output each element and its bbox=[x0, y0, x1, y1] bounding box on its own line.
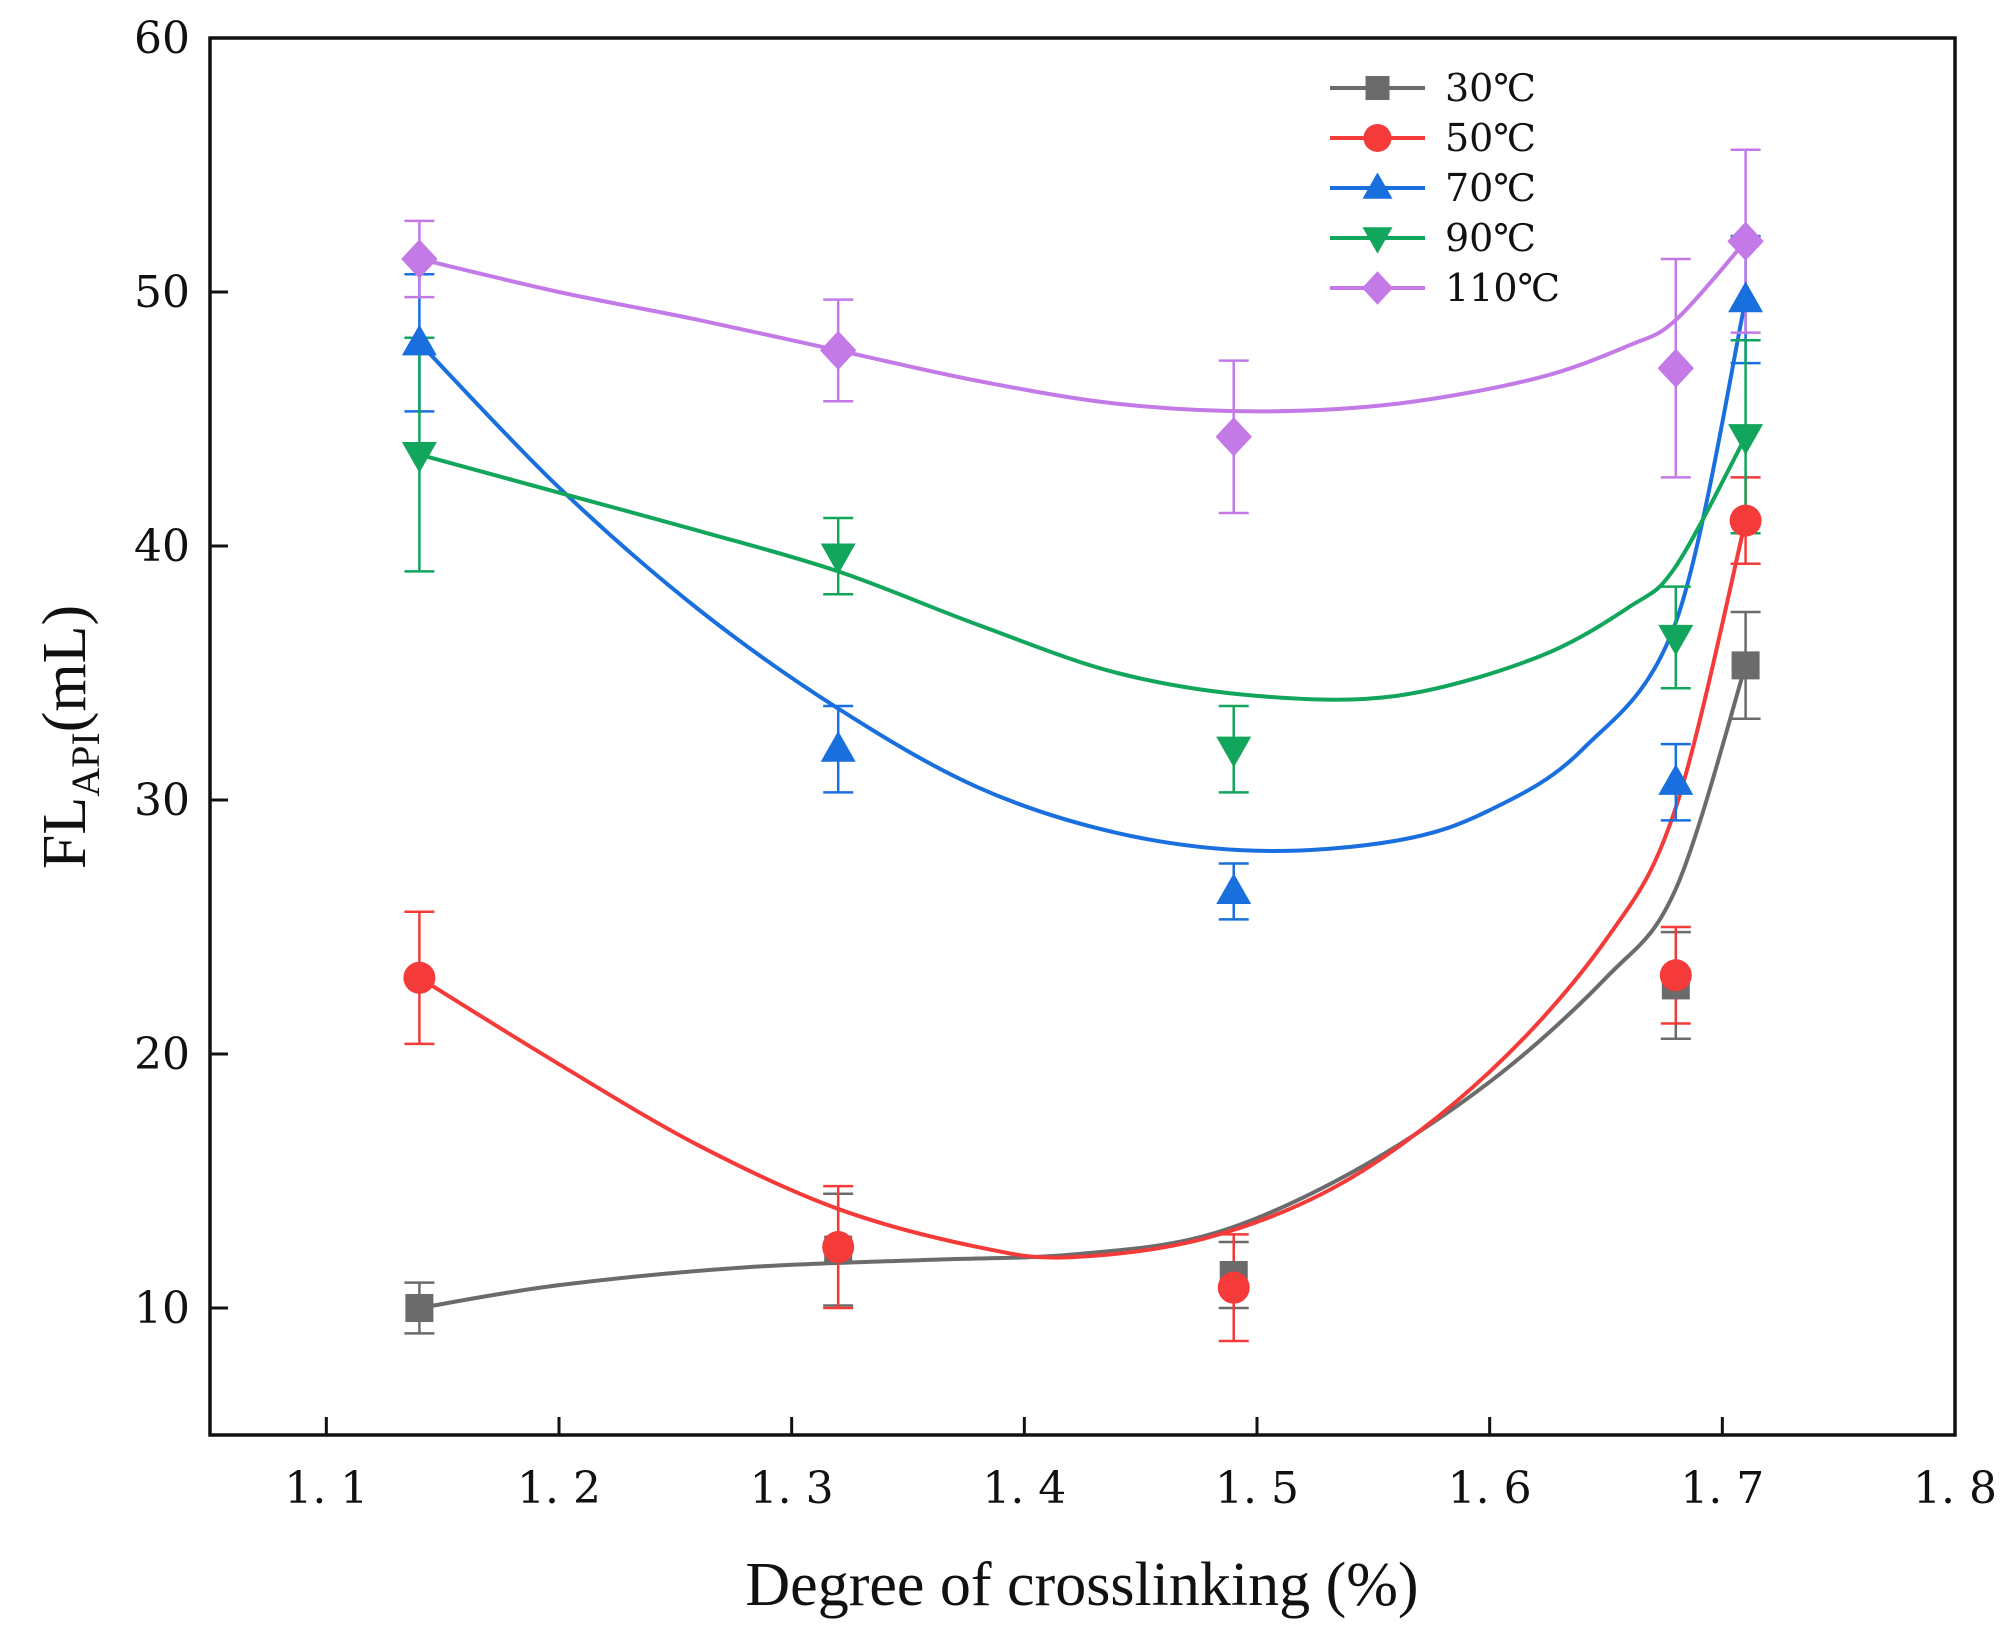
series-2-point bbox=[822, 1231, 855, 1264]
series-4-fit-curve bbox=[418, 435, 1748, 702]
series-5-point bbox=[1657, 348, 1694, 388]
y-tick-label: 50 bbox=[134, 267, 190, 318]
fit-curves bbox=[417, 239, 1748, 1310]
series-3-fit-curve bbox=[417, 299, 1748, 853]
series-5-point bbox=[1215, 417, 1252, 457]
series-3-point bbox=[401, 324, 437, 356]
series-2-point bbox=[1659, 959, 1692, 992]
series-2-legend-marker bbox=[1363, 124, 1392, 152]
x-tick-label: 1. 6 bbox=[1448, 1463, 1532, 1514]
series-3-legend-marker bbox=[1362, 172, 1393, 199]
series-5-legend-label: 110℃ bbox=[1445, 266, 1560, 310]
series-3-point bbox=[820, 731, 856, 762]
x-tick-label: 1. 1 bbox=[284, 1463, 368, 1514]
series-4-legend-label: 90℃ bbox=[1445, 216, 1536, 260]
series-5-fit-curve bbox=[418, 239, 1748, 414]
y-axis-title-main: FL bbox=[31, 797, 99, 869]
y-tick-label: 10 bbox=[134, 1283, 190, 1334]
series-5-point bbox=[1727, 221, 1764, 261]
series-2-legend-label: 50℃ bbox=[1445, 116, 1536, 160]
series-4-legend-marker bbox=[1362, 227, 1393, 254]
y-tick-label: 60 bbox=[134, 13, 190, 64]
series-5-legend-marker bbox=[1361, 271, 1394, 305]
series-1-point bbox=[1731, 651, 1760, 680]
series-4-point bbox=[820, 543, 856, 575]
series-3-point bbox=[1216, 873, 1252, 905]
series-4-point bbox=[1728, 424, 1764, 455]
y-axis-title: FLAPI(mL) bbox=[31, 605, 108, 869]
x-tick-label: 1. 8 bbox=[1913, 1463, 1997, 1514]
y-axis-ticks: 10 20 30 40 50 60 bbox=[134, 13, 228, 1334]
legend: 30℃ 50℃ 70℃ 90℃ 110℃ bbox=[1330, 66, 1560, 310]
series-3-point bbox=[1728, 281, 1764, 313]
y-tick-label: 30 bbox=[134, 775, 190, 826]
series-3-point bbox=[1658, 764, 1694, 795]
y-axis-title-subscript: API bbox=[63, 732, 108, 796]
series-4-point bbox=[1658, 624, 1694, 656]
x-axis-title: Degree of crosslinking (%) bbox=[745, 1551, 1418, 1619]
x-tick-label: 1. 7 bbox=[1680, 1463, 1764, 1514]
x-tick-label: 1. 5 bbox=[1215, 1463, 1299, 1514]
series-1-point bbox=[405, 1294, 434, 1322]
x-tick-label: 1. 4 bbox=[982, 1463, 1066, 1514]
y-tick-label: 20 bbox=[134, 1029, 190, 1080]
series-2-point bbox=[1217, 1271, 1250, 1304]
series-1-legend-label: 30℃ bbox=[1445, 66, 1536, 110]
series-1-legend-marker bbox=[1365, 76, 1390, 100]
x-tick-label: 1. 2 bbox=[517, 1463, 601, 1514]
series-4-point bbox=[1216, 736, 1252, 768]
series-5-point bbox=[401, 239, 438, 279]
series-1-fit-curve bbox=[419, 664, 1748, 1310]
series-3-legend-label: 70℃ bbox=[1445, 166, 1536, 210]
series-2-fit-curve bbox=[418, 520, 1748, 1260]
plot-frame bbox=[208, 36, 1957, 1437]
y-axis-title-unit: (mL) bbox=[31, 605, 99, 732]
error-bars bbox=[404, 148, 1761, 1343]
y-tick-label: 40 bbox=[134, 521, 190, 572]
series-4-point bbox=[401, 441, 437, 473]
series-5-point bbox=[820, 330, 857, 371]
x-axis-ticks: 1. 1 1. 2 1. 3 1. 4 1. 5 1. 6 1. 7 1. 8 bbox=[284, 1417, 1997, 1514]
series-2-point bbox=[1729, 504, 1762, 537]
data-markers bbox=[401, 221, 1764, 1322]
series-2-point bbox=[403, 961, 436, 994]
x-tick-label: 1. 3 bbox=[750, 1463, 834, 1514]
